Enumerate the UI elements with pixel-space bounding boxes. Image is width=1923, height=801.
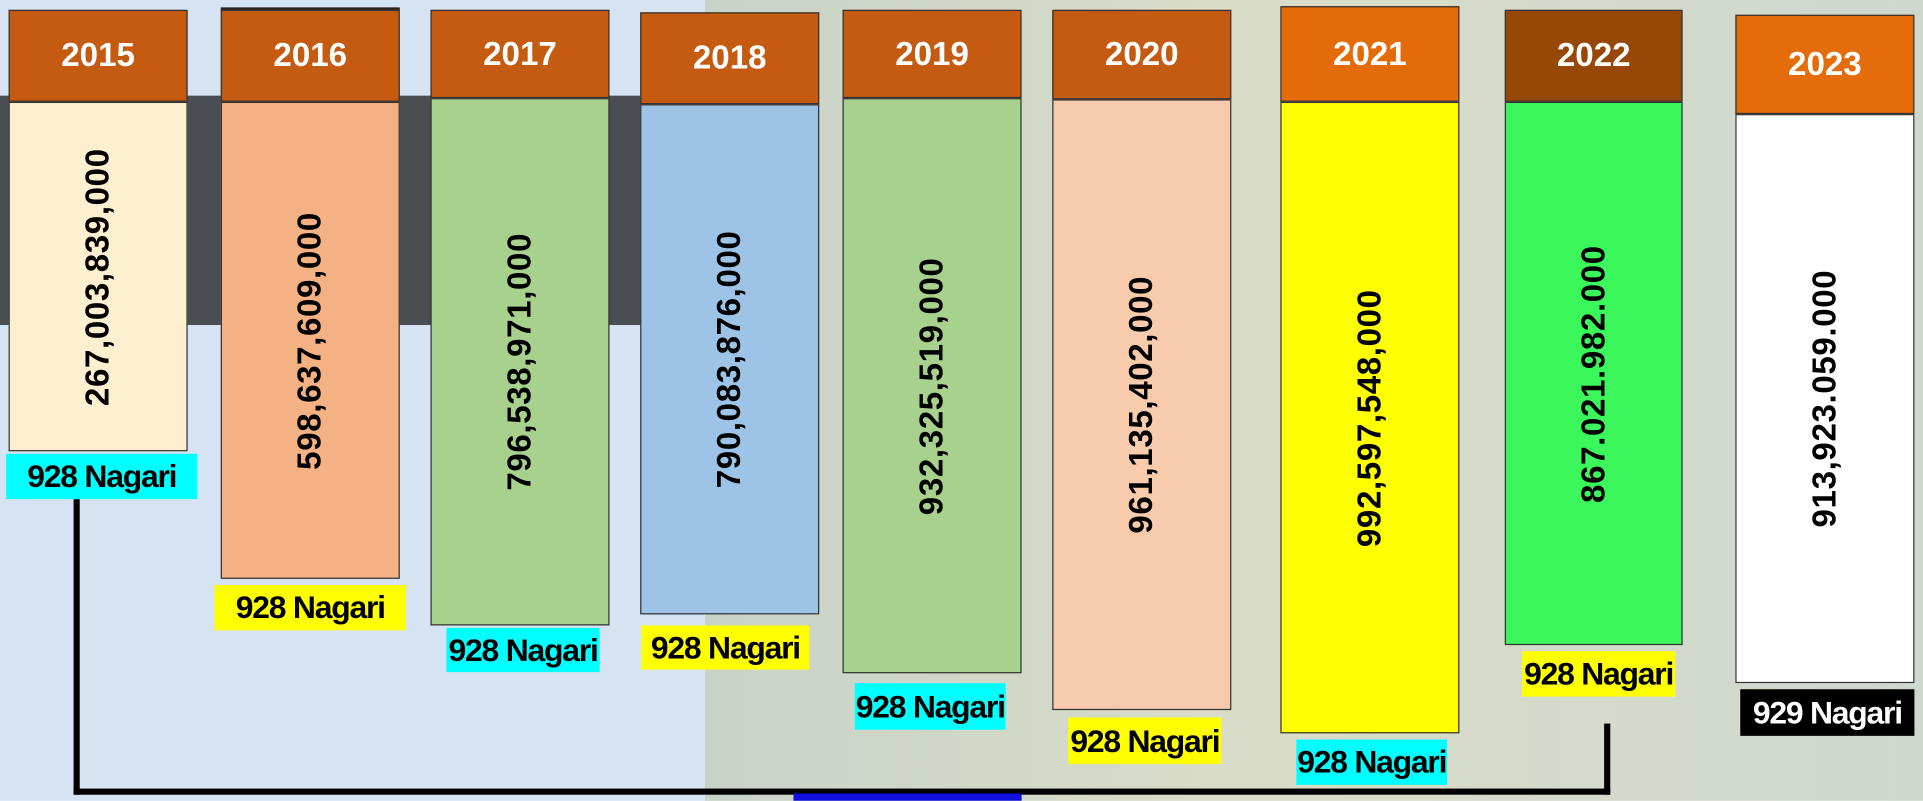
year-header: 2015 [9, 10, 188, 102]
nagari-label: 928 Nagari [1068, 717, 1221, 764]
nagari-label: 928 Nagari [641, 625, 809, 669]
amount: 961,135,402,000 [1123, 276, 1161, 534]
nagari-label: 928 Nagari [215, 585, 406, 630]
year-header: 2017 [430, 10, 609, 98]
nagari-label: 928 Nagari [6, 454, 197, 499]
amount: 992,597,548,000 [1351, 289, 1389, 547]
amount: 790,083,876,000 [711, 230, 749, 488]
amount: 796,538,971,000 [501, 233, 539, 491]
year-header: 2023 [1735, 15, 1914, 114]
nagari-label: 928 Nagari [1296, 740, 1447, 785]
amount-box: 790,083,876,000 [640, 104, 819, 614]
amount: 913,923.059.000 [1806, 270, 1844, 528]
amount-box: 867.021.982.000 [1505, 102, 1683, 645]
amount-box: 992,597,548,000 [1280, 102, 1459, 734]
connector-left [74, 499, 80, 795]
year-header: 2021 [1280, 6, 1459, 102]
nagari-label: 928 Nagari [446, 628, 599, 672]
year-header: 2018 [640, 12, 819, 104]
amount: 932,325,519,000 [913, 257, 951, 515]
nagari-label: 928 Nagari [855, 683, 1006, 730]
amount-box: 598,637,609,000 [221, 102, 400, 579]
amount-box: 961,135,402,000 [1052, 99, 1231, 710]
nagari-label: 928 Nagari [1522, 651, 1675, 696]
amount-box: 796,538,971,000 [430, 98, 609, 625]
amount: 867.021.982.000 [1575, 245, 1613, 503]
year-header: 2020 [1052, 10, 1231, 100]
year-header: 2019 [843, 10, 1022, 98]
amount-box: 267,003,839,000 [9, 102, 188, 452]
amount-box: 913,923.059.000 [1735, 114, 1914, 683]
amount: 267,003,839,000 [79, 148, 117, 406]
amount: 598,637,609,000 [291, 211, 329, 469]
year-header: 2022 [1505, 10, 1683, 102]
nagari-label: 929 Nagari [1740, 689, 1914, 736]
infographic: 267,003,839,000 2015 928 Nagari 598,637,609… [0, 0, 1923, 801]
amount-box: 932,325,519,000 [843, 98, 1022, 673]
blue-block [793, 793, 1021, 800]
connector-right [1604, 724, 1610, 795]
year-header: 2016 [221, 10, 400, 102]
page: 267,003,839,000 2015 928 Nagari 598,637,609… [0, 0, 1923, 801]
